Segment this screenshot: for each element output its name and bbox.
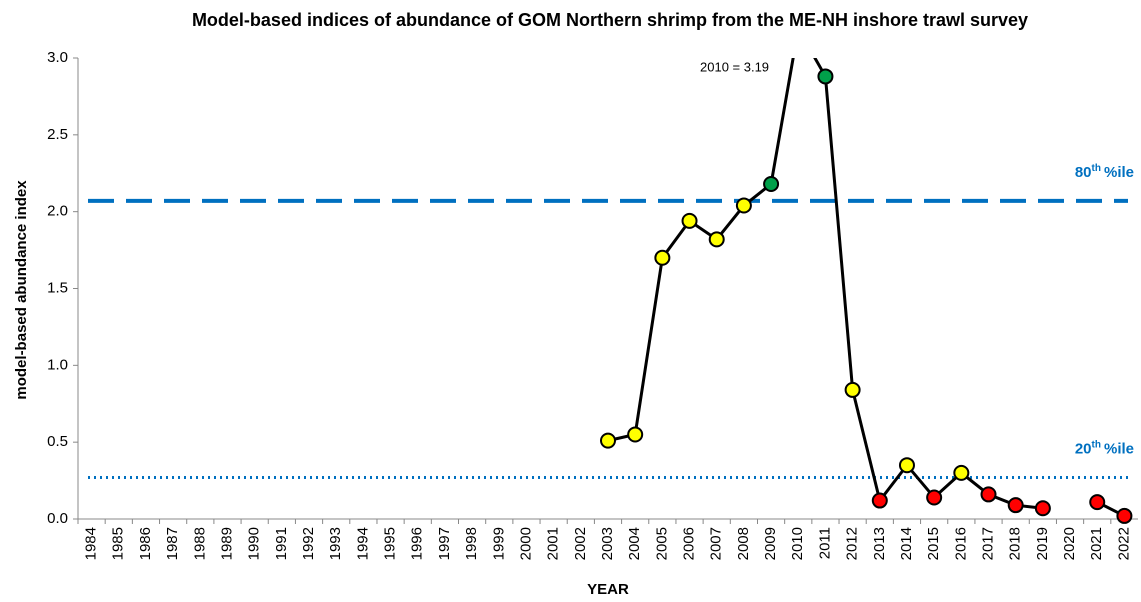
data-point bbox=[600, 432, 616, 449]
x-tick-label: 2002 bbox=[572, 527, 589, 560]
x-tick-label: 2007 bbox=[708, 527, 725, 560]
data-point bbox=[1089, 494, 1106, 511]
x-tick-label: 2001 bbox=[545, 527, 562, 560]
y-tick-label: 0.5 bbox=[47, 433, 68, 450]
x-axis-label: YEAR bbox=[587, 581, 629, 598]
x-tick-label: 2022 bbox=[1115, 527, 1132, 560]
x-tick-label: 1987 bbox=[164, 527, 181, 560]
x-tick-label: 1993 bbox=[327, 527, 344, 560]
data-point bbox=[953, 464, 970, 481]
reference-label: 80th %ile bbox=[1075, 163, 1134, 181]
x-tick-label: 2018 bbox=[1007, 527, 1024, 560]
data-point bbox=[926, 489, 943, 506]
x-tick-label: 2013 bbox=[871, 527, 888, 560]
chart-title: Model-based indices of abundance of GOM … bbox=[191, 10, 1029, 30]
x-tick-label: 2005 bbox=[653, 527, 670, 560]
x-tick-label: 1999 bbox=[490, 527, 507, 560]
y-tick-label: 0.0 bbox=[47, 510, 68, 527]
x-tick-label: 2021 bbox=[1088, 527, 1105, 560]
x-tick-label: 1988 bbox=[191, 527, 208, 560]
x-tick-label: 1990 bbox=[246, 527, 263, 560]
x-tick-label: 2012 bbox=[844, 527, 861, 560]
data-point bbox=[817, 68, 834, 85]
data-point bbox=[844, 381, 861, 398]
x-tick-label: 2017 bbox=[979, 527, 996, 560]
x-tick-label: 1998 bbox=[463, 527, 480, 560]
y-axis-label: model-based abundance index bbox=[13, 180, 30, 400]
y-tick-label: 2.0 bbox=[47, 203, 68, 220]
x-tick-label: 2004 bbox=[626, 527, 643, 560]
x-tick-label: 1997 bbox=[436, 527, 453, 560]
reference-label-number: 20 bbox=[1075, 440, 1092, 457]
data-point bbox=[898, 457, 915, 474]
x-tick-label: 1995 bbox=[382, 527, 399, 560]
y-tick-label: 1.0 bbox=[47, 356, 68, 373]
x-tick-label: 1992 bbox=[300, 527, 317, 560]
x-tick-label: 2006 bbox=[681, 527, 698, 560]
x-tick-label: 2010 bbox=[789, 527, 806, 560]
x-tick-label: 2020 bbox=[1061, 527, 1078, 560]
y-tick-label: 3.0 bbox=[47, 49, 68, 66]
reference-label-sup: th bbox=[1092, 163, 1101, 174]
reference-label-suffix: %ile bbox=[1104, 440, 1134, 457]
x-tick-label: 1989 bbox=[218, 527, 235, 560]
x-tick-label: 1996 bbox=[409, 527, 426, 560]
reference-label-sup: th bbox=[1092, 439, 1101, 450]
x-tick-label: 2009 bbox=[762, 527, 779, 560]
reference-label-suffix: %ile bbox=[1104, 164, 1134, 181]
x-tick-label: 2000 bbox=[517, 527, 534, 560]
data-point bbox=[1034, 500, 1051, 517]
data-point bbox=[627, 426, 644, 443]
x-tick-label: 1991 bbox=[273, 527, 290, 560]
x-tick-label: 2011 bbox=[816, 527, 833, 559]
x-tick-label: 2019 bbox=[1034, 527, 1051, 560]
y-tick-label: 1.5 bbox=[47, 279, 68, 296]
data-point bbox=[980, 486, 997, 503]
x-tick-label: 2003 bbox=[599, 527, 616, 560]
data-point bbox=[735, 197, 752, 214]
data-point bbox=[1007, 497, 1024, 514]
data-point bbox=[708, 231, 725, 248]
x-tick-label: 1984 bbox=[83, 527, 100, 560]
data-point bbox=[654, 249, 671, 266]
x-tick-label: 1985 bbox=[110, 527, 127, 560]
x-tick-label: 2015 bbox=[925, 527, 942, 560]
data-point bbox=[1116, 507, 1133, 524]
x-tick-label: 1986 bbox=[137, 527, 154, 560]
x-tick-label: 2016 bbox=[952, 527, 969, 560]
annotation: 2010 = 3.19 bbox=[700, 59, 769, 74]
reference-label-number: 80 bbox=[1075, 164, 1092, 181]
y-tick-label: 2.5 bbox=[47, 126, 68, 143]
x-tick-label: 1994 bbox=[354, 527, 371, 560]
data-point bbox=[681, 212, 698, 229]
reference-label: 20th %ile bbox=[1075, 439, 1134, 457]
data-point bbox=[871, 492, 888, 509]
x-tick-label: 2014 bbox=[898, 527, 915, 560]
x-tick-label: 2008 bbox=[735, 527, 752, 560]
data-line bbox=[607, 58, 1126, 518]
data-point bbox=[763, 176, 780, 193]
